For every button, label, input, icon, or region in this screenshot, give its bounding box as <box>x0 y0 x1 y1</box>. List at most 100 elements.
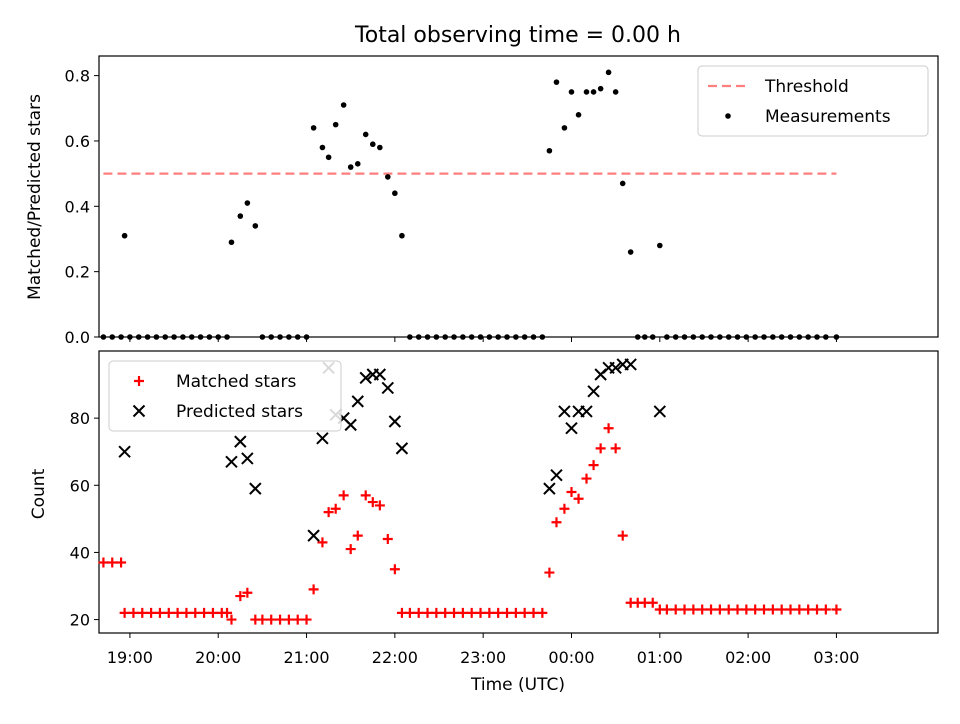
series-matched-stars <box>98 423 842 625</box>
data-point <box>362 131 369 138</box>
y-tick-label: 0.0 <box>65 328 90 347</box>
data-point <box>206 334 213 340</box>
data-point <box>344 418 357 432</box>
data-point <box>222 607 233 618</box>
y-tick-label: 0.2 <box>65 263 90 282</box>
data-point <box>128 607 139 618</box>
data-point <box>180 334 186 340</box>
data-point <box>135 334 142 340</box>
y-tick-label: 0.6 <box>65 132 90 151</box>
data-point <box>252 223 259 229</box>
data-point <box>257 614 268 625</box>
data-point <box>833 334 840 340</box>
legend-label: Threshold <box>764 77 849 97</box>
data-point <box>539 334 546 340</box>
data-point <box>154 607 165 618</box>
data-point <box>776 604 787 615</box>
data-point <box>484 607 495 618</box>
legend-swatch <box>725 113 731 119</box>
x-tick-label: 02:00 <box>725 648 771 667</box>
data-point <box>581 473 592 484</box>
data-point <box>407 334 413 340</box>
data-point <box>605 69 612 76</box>
x-tick-label: 00:00 <box>548 648 594 667</box>
data-point <box>395 442 409 455</box>
data-point <box>144 334 151 340</box>
data-point <box>431 607 442 618</box>
data-point <box>163 607 174 618</box>
x-tick-label: 19:00 <box>107 648 153 667</box>
data-point <box>664 334 670 340</box>
data-point <box>181 607 192 618</box>
data-point <box>373 368 387 381</box>
data-point <box>770 334 776 340</box>
data-point <box>657 242 663 249</box>
x-axis-label: Time (UTC) <box>470 675 565 695</box>
data-point <box>610 443 621 454</box>
data-point <box>399 232 405 239</box>
data-point <box>521 334 528 340</box>
y-tick-label: 80 <box>70 409 90 428</box>
data-point <box>558 405 571 418</box>
data-point <box>513 334 519 340</box>
data-point <box>275 614 286 625</box>
series-measurements <box>100 69 840 340</box>
data-point <box>681 334 688 340</box>
top-y-axis-label: Matched/Predicted stars <box>25 94 45 300</box>
data-point <box>588 460 599 471</box>
data-point <box>580 405 593 418</box>
x-tick-label: 03:00 <box>813 648 859 667</box>
data-point <box>717 334 723 340</box>
x-tick-label: 01:00 <box>637 648 683 667</box>
legend-swatch <box>132 404 146 418</box>
data-point <box>319 144 326 151</box>
data-point <box>116 557 127 568</box>
data-point <box>277 334 283 340</box>
data-point <box>404 607 415 618</box>
data-point <box>785 604 796 615</box>
data-point <box>351 395 364 408</box>
data-point <box>699 334 705 340</box>
data-point <box>732 604 743 615</box>
data-point <box>468 334 475 340</box>
data-point <box>146 607 157 618</box>
data-point <box>433 334 440 340</box>
data-point <box>323 507 334 518</box>
data-point <box>241 452 254 465</box>
legend-label: Measurements <box>765 107 891 127</box>
y-tick-label: 0.4 <box>65 197 90 216</box>
data-point <box>381 381 395 395</box>
data-point <box>761 334 767 340</box>
data-point <box>767 604 778 615</box>
data-point <box>451 334 457 340</box>
data-point <box>831 604 842 615</box>
data-point <box>307 529 320 542</box>
data-point <box>367 497 378 508</box>
plot-frame <box>98 350 939 634</box>
data-point <box>787 334 794 340</box>
data-point <box>750 604 761 615</box>
data-point <box>587 385 600 398</box>
data-point <box>597 85 604 92</box>
data-point <box>197 334 204 340</box>
x-tick-label: 20:00 <box>195 648 241 667</box>
data-point <box>743 334 750 340</box>
data-point <box>413 607 424 618</box>
data-point <box>590 89 597 95</box>
data-point <box>546 147 553 154</box>
data-point <box>559 503 570 514</box>
data-point <box>234 435 247 448</box>
data-point <box>634 334 641 340</box>
data-point <box>612 89 619 95</box>
data-point <box>528 607 539 618</box>
data-point <box>565 422 578 435</box>
data-point <box>369 141 376 148</box>
data-point <box>457 607 468 618</box>
data-point <box>805 334 811 340</box>
data-point <box>714 604 725 615</box>
legend-box <box>108 360 342 432</box>
data-point <box>823 334 829 340</box>
data-point <box>609 361 622 374</box>
data-point <box>424 334 431 340</box>
